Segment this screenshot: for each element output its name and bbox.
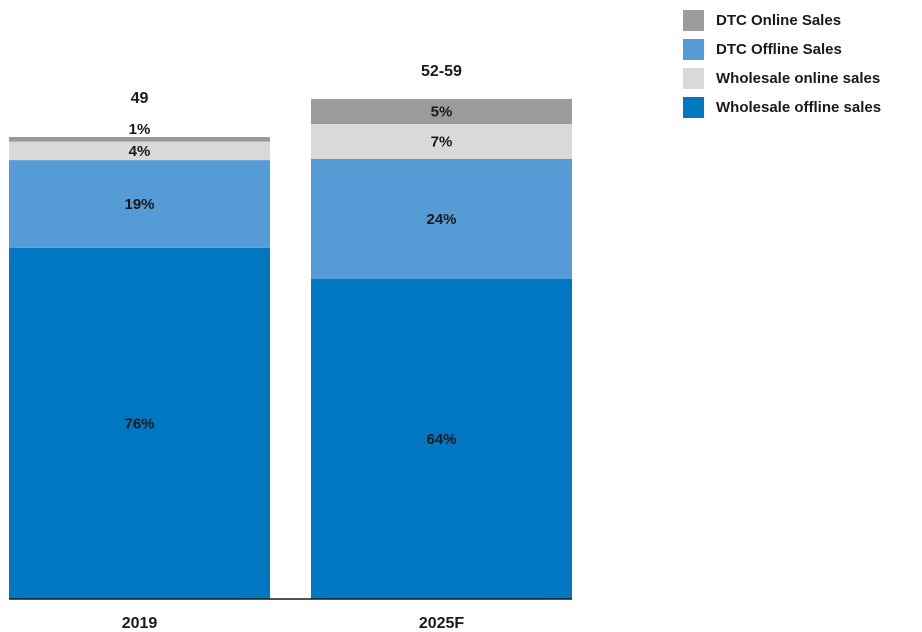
data-label-2019-dtc-offline-sales: 19% xyxy=(124,196,154,213)
data-label-2025f-wholesale-offline-sales: 64% xyxy=(426,431,456,448)
bar-2025f-dtc-online-sales xyxy=(311,99,572,124)
bar-2025f-wholesale-offline-sales xyxy=(311,279,572,599)
data-label-2019-wholesale-online-sales: 4% xyxy=(129,143,151,160)
legend-label-dtc-online: DTC Online Sales xyxy=(716,12,842,29)
total-label-2025f: 52-59 xyxy=(421,63,462,80)
data-label-2025f-dtc-offline-sales: 24% xyxy=(426,211,456,228)
bar-2019-wholesale-online-sales xyxy=(9,141,270,161)
total-label-2019: 49 xyxy=(131,90,149,107)
legend-label-wholesale-offline: Wholesale offline sales xyxy=(716,99,882,116)
legend-swatch-dtc-online xyxy=(683,10,704,31)
legend-item-wholesale-offline: Wholesale offline sales xyxy=(683,95,881,120)
legend-label-dtc-offline: DTC Offline Sales xyxy=(716,41,842,58)
category-label-2025f: 2025F xyxy=(419,615,465,632)
legend-item-dtc-online: DTC Online Sales xyxy=(683,8,881,33)
category-label-2019: 2019 xyxy=(122,615,158,632)
bar-2019-wholesale-offline-sales xyxy=(9,247,270,599)
data-label-2019-wholesale-offline-sales: 76% xyxy=(124,415,154,432)
data-label-2019-dtc-online-sales: 1% xyxy=(129,121,151,138)
bar-2025f-dtc-offline-sales xyxy=(311,159,572,279)
legend-item-wholesale-online: Wholesale online sales xyxy=(683,66,881,91)
legend: DTC Online Sales DTC Offline Sales Whole… xyxy=(683,8,881,124)
data-label-2025f-wholesale-online-sales: 7% xyxy=(431,134,453,151)
legend-swatch-wholesale-online xyxy=(683,68,704,89)
legend-label-wholesale-online: Wholesale online sales xyxy=(716,70,881,87)
bar-2025f-wholesale-online-sales xyxy=(311,124,572,159)
data-label-2025f-dtc-online-sales: 5% xyxy=(431,104,453,121)
legend-swatch-wholesale-offline xyxy=(683,97,704,118)
bar-2019-dtc-offline-sales xyxy=(9,160,270,248)
legend-item-dtc-offline: DTC Offline Sales xyxy=(683,37,881,62)
bar-2019-dtc-online-sales xyxy=(9,137,270,142)
legend-swatch-dtc-offline xyxy=(683,39,704,60)
